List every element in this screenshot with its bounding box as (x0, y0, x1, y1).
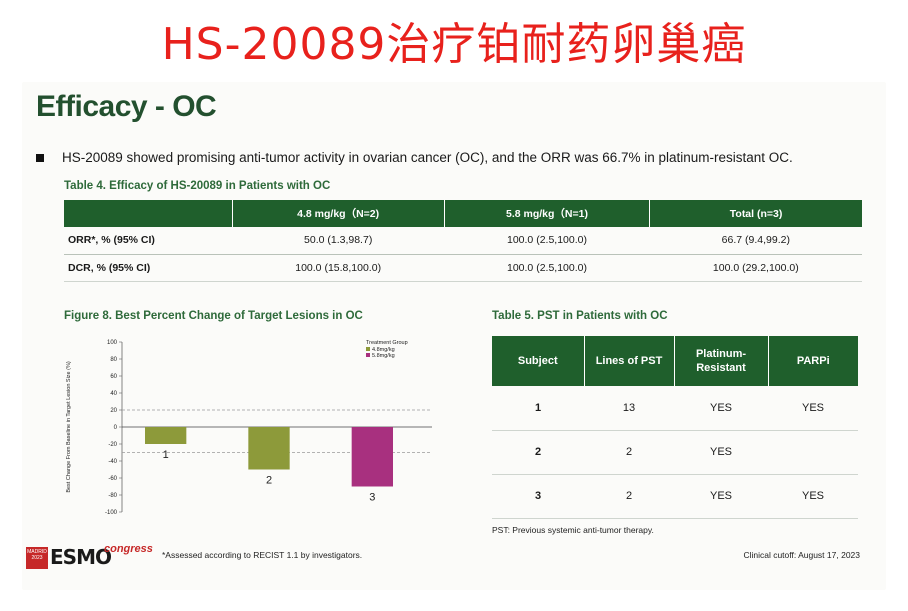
y-tick-label: -20 (108, 442, 117, 448)
table-cell: 2 (584, 430, 674, 475)
table4-header-1: 4.8 mg/kg（N=2) (232, 200, 445, 227)
table-row: ORR*, % (95% CI) 50.0 (1.3,98.7) 100.0 (… (64, 227, 862, 255)
table5-header-platinum: Platinum- Resistant (674, 336, 769, 386)
legend-swatch (366, 347, 370, 351)
bullet-square-icon (36, 153, 44, 162)
y-tick-label: 0 (114, 425, 118, 431)
y-tick-label: 60 (110, 374, 117, 380)
y-tick-label: -60 (108, 476, 117, 482)
esmo-logo: MADRID 2023 ESMO congress (26, 543, 156, 571)
legend-entry: 4.8mg/kg (372, 347, 395, 353)
slide: Efficacy - OC HS-20089 showed promising … (22, 82, 886, 590)
table4-header-2: 5.8 mg/kg（N=1) (444, 200, 651, 227)
logo-badge: MADRID 2023 (26, 547, 48, 569)
table-cell: 1 (492, 386, 584, 431)
slide-title: Efficacy - OC (36, 90, 217, 123)
table4-header-3: Total (n=3) (649, 200, 862, 227)
table-cell (768, 430, 858, 475)
table-cell: 13 (584, 386, 674, 431)
table-cell: 100.0 (29.2,100.0) (649, 254, 862, 282)
table-cell: 3 (492, 474, 584, 519)
bar-label: 2 (266, 475, 272, 487)
pst-table: Subject Lines of PST Platinum- Resistant… (492, 336, 858, 519)
y-tick-label: 20 (110, 408, 117, 414)
chart-bar (351, 427, 393, 487)
table-cell: 66.7 (9.4,99.2) (649, 227, 862, 255)
y-axis-label: Best Change From Baseline in Target Lesi… (66, 361, 72, 493)
table-row: 1 13 YES YES (492, 386, 858, 431)
table-cell: YES (674, 474, 768, 519)
waterfall-chart: Best Change From Baseline in Target Lesi… (60, 332, 450, 522)
y-tick-label: -40 (108, 459, 117, 465)
row-label-orr: ORR*, % (95% CI) (64, 227, 232, 255)
table-cell: 2 (492, 430, 584, 475)
legend-entry: 5.8mg/kg (372, 353, 395, 359)
table5-header-subject: Subject (492, 336, 585, 386)
table5-caption: Table 5. PST in Patients with OC (492, 310, 668, 322)
table-cell: 100.0 (15.8,100.0) (232, 254, 445, 282)
chart-svg: Best Change From Baseline in Target Lesi… (66, 340, 432, 516)
y-tick-label: 100 (107, 340, 118, 346)
logo-brand: ESMO (50, 545, 112, 569)
logo-suffix: congress (104, 543, 153, 555)
table-cell: 2 (584, 474, 674, 519)
figure8-caption: Figure 8. Best Percent Change of Target … (64, 310, 363, 322)
logo-city: MADRID (27, 549, 47, 555)
clinical-cutoff: Clinical cutoff: August 17, 2023 (743, 550, 860, 560)
banner-title: HS-20089治疗铂耐药卵巢癌 (161, 19, 747, 70)
bullet-row: HS-20089 showed promising anti-tumor act… (36, 150, 793, 165)
bar-label: 1 (163, 449, 169, 461)
table4-header-0 (64, 200, 233, 227)
footnote: *Assessed according to RECIST 1.1 by inv… (162, 550, 363, 560)
table-row: DCR, % (95% CI) 100.0 (15.8,100.0) 100.0… (64, 254, 862, 282)
logo-year: 2023 (31, 555, 43, 561)
pst-note: PST: Previous systemic anti-tumor therap… (492, 525, 654, 535)
table-cell: YES (768, 474, 858, 519)
table5-header-lines: Lines of PST (584, 336, 675, 386)
table4-caption: Table 4. Efficacy of HS-20089 in Patient… (64, 180, 331, 192)
y-tick-label: 40 (110, 391, 117, 397)
legend-swatch (366, 353, 370, 357)
table-cell: YES (768, 386, 858, 431)
chart-bar (248, 427, 290, 470)
table-cell: 100.0 (2.5,100.0) (444, 227, 650, 255)
y-tick-label: -100 (105, 510, 118, 516)
legend-title: Treatment Group (366, 340, 408, 346)
table-cell: 50.0 (1.3,98.7) (232, 227, 445, 255)
table-cell: 100.0 (2.5,100.0) (444, 254, 650, 282)
bar-label: 3 (369, 492, 375, 504)
table-cell: YES (674, 386, 768, 431)
table5-header-parpi: PARPi (768, 336, 858, 386)
efficacy-table: 4.8 mg/kg（N=2) 5.8 mg/kg（N=1) Total (n=3… (64, 200, 862, 282)
table-row: 3 2 YES YES (492, 474, 858, 519)
table-cell: YES (674, 430, 768, 475)
bullet-text: HS-20089 showed promising anti-tumor act… (62, 150, 793, 165)
chart-bar (145, 427, 187, 444)
table-row: 2 2 YES (492, 430, 858, 475)
y-tick-label: -80 (108, 493, 117, 499)
y-tick-label: 80 (110, 357, 117, 363)
row-label-dcr: DCR, % (95% CI) (64, 254, 232, 282)
